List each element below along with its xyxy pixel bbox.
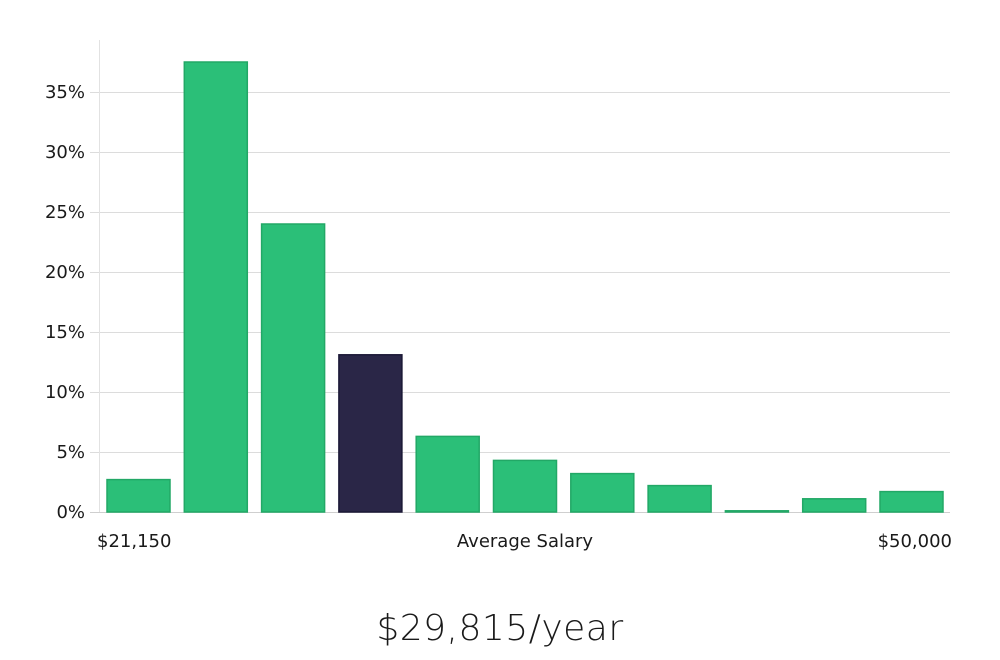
y-tick-label: 35% <box>45 82 85 103</box>
y-tick-label: 30% <box>45 142 85 163</box>
bar <box>570 472 635 513</box>
bar <box>801 498 867 513</box>
bar <box>647 484 712 513</box>
chart-svg: 0% 5% 10% 15% 20% 25% 30% 35% $21,150 Average S… <box>45 40 952 552</box>
x-min-label: $21,150 <box>97 531 171 552</box>
average-salary-value: $29,815/year <box>376 608 624 649</box>
bar <box>106 478 171 513</box>
bar <box>260 223 326 513</box>
y-tick-label: 20% <box>45 262 85 283</box>
salary-histogram: 0% 5% 10% 15% 20% 25% 30% 35% $21,150 Average S… <box>45 40 952 552</box>
bar <box>724 510 790 513</box>
bars <box>106 61 944 513</box>
y-tick-label: 5% <box>56 442 85 463</box>
y-tick-label: 25% <box>45 202 85 223</box>
y-tick-label: 10% <box>45 382 85 403</box>
y-tick-label: 15% <box>45 322 85 343</box>
bar <box>879 490 944 513</box>
bar <box>183 61 249 513</box>
bar <box>492 459 558 513</box>
bar-highlighted <box>338 354 403 513</box>
x-max-label: $50,000 <box>878 531 952 552</box>
y-tick-label: 0% <box>56 502 85 523</box>
y-tick-labels: 0% 5% 10% 15% 20% 25% 30% 35% <box>45 82 85 523</box>
x-axis-title: Average Salary <box>457 531 594 552</box>
bar <box>415 435 480 513</box>
